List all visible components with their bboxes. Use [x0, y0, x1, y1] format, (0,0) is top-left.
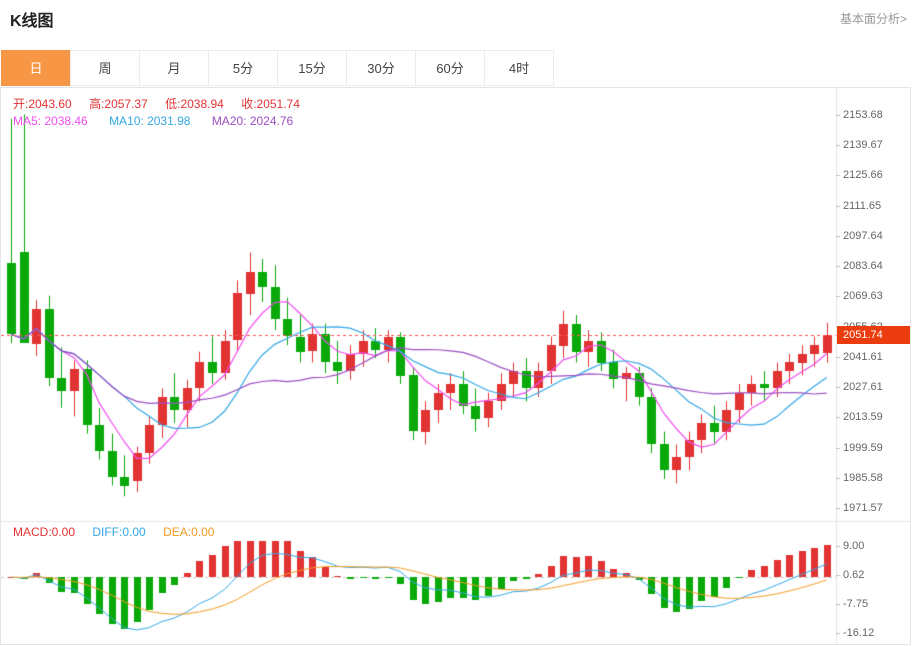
low-value: 低:2038.94	[165, 97, 224, 111]
kline-chart-canvas[interactable]	[1, 88, 910, 644]
period-tabs: 日 周 月 5分 15分 30分 60分 4时	[1, 50, 554, 86]
ohlc-info: 开:2043.60 高:2057.37 低:2038.94 收:2051.74	[13, 95, 314, 112]
ma-info: MA5: 2038.46 MA10: 2031.98 MA20: 2024.76	[13, 114, 311, 128]
tab-day[interactable]: 日	[1, 50, 71, 86]
chart-area: 开:2043.60 高:2057.37 低:2038.94 收:2051.74 …	[0, 87, 911, 645]
ma10-value: MA10: 2031.98	[109, 114, 191, 128]
dea-value: DEA:0.00	[163, 525, 215, 539]
page-title: K线图	[10, 13, 54, 30]
tab-15min[interactable]: 15分	[277, 50, 347, 86]
diff-value: DIFF:0.00	[92, 525, 146, 539]
tab-week[interactable]: 周	[70, 50, 140, 86]
current-price-tag: 2051.74	[837, 326, 910, 344]
tab-60min[interactable]: 60分	[415, 50, 485, 86]
open-value: 开:2043.60	[13, 97, 72, 111]
tab-4hour[interactable]: 4时	[484, 50, 554, 86]
tab-month[interactable]: 月	[139, 50, 209, 86]
macd-value: MACD:0.00	[13, 525, 76, 539]
tab-30min[interactable]: 30分	[346, 50, 416, 86]
macd-info: MACD:0.00 DIFF:0.00 DEA:0.00	[13, 525, 228, 539]
fundamental-analysis-link[interactable]: 基本面分析>	[839, 12, 907, 26]
ma20-value: MA20: 2024.76	[211, 114, 294, 128]
high-value: 高:2057.37	[89, 97, 148, 111]
close-value: 收:2051.74	[241, 97, 300, 111]
ma5-value: MA5: 2038.46	[13, 114, 88, 128]
tab-5min[interactable]: 5分	[208, 50, 278, 86]
